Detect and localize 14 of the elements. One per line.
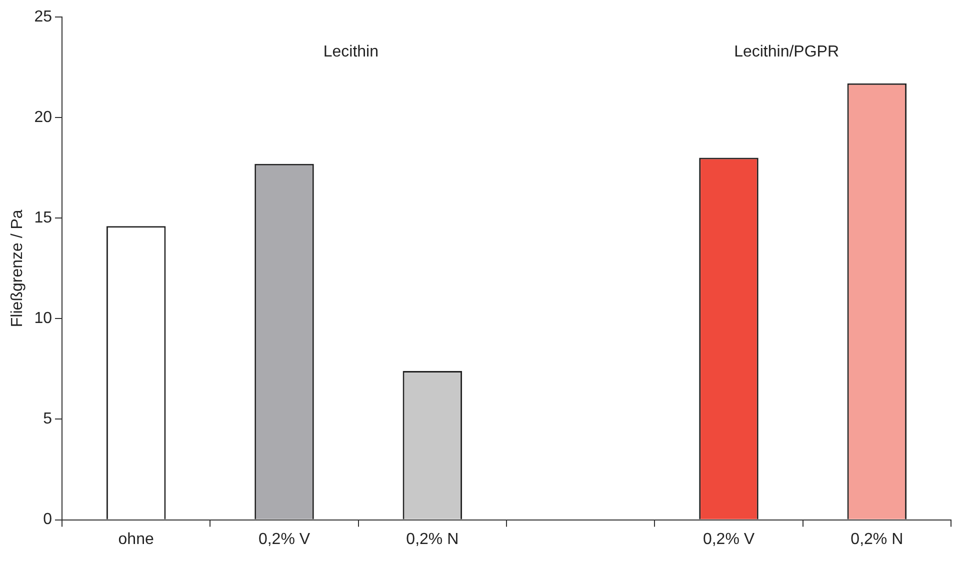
x-tick-label: 0,2% V [702,530,755,548]
annotation: Lecithin/PGPR [734,43,840,60]
y-tick-label: 20 [34,108,52,126]
y-tick-label: 5 [43,410,52,428]
x-tick-label: 0,2% V [258,530,310,548]
x-tick-label: 0,2% N [850,530,904,548]
y-axis-title: Fließgrenze / Pa [9,210,26,328]
annotation: Lecithin [323,43,378,60]
y-tick-label: 25 [34,8,52,26]
y-tick-label: 0 [43,511,52,528]
y-tick-label: 15 [34,210,52,227]
x-tick-label: ohne [118,530,154,548]
y-tick-label: 10 [34,310,52,328]
x-tick-label: 0,2% N [406,530,459,548]
